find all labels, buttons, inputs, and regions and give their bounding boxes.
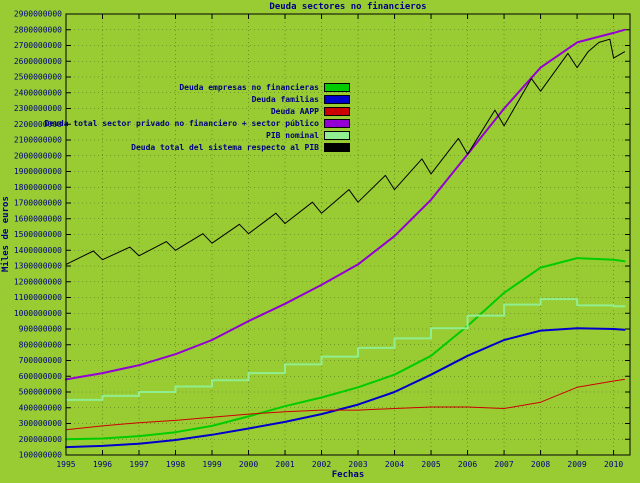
svg-text:2300000000: 2300000000 [14,104,62,113]
legend-label: Deuda familias [251,94,319,104]
legend-item-total-privado: Deuda total sector privado no financiero… [38,117,350,129]
legend-label: Deuda total sector privado no financiero… [44,118,319,128]
legend-swatch-blue [324,94,350,104]
svg-text:2006: 2006 [458,460,477,469]
legend-swatch-purple [324,118,350,128]
legend-swatch-lightgreen [324,130,350,140]
svg-text:2100000000: 2100000000 [14,136,62,145]
svg-text:2009: 2009 [567,460,586,469]
svg-text:1997: 1997 [129,460,148,469]
svg-text:1500000000: 1500000000 [14,230,62,239]
svg-text:2002: 2002 [312,460,331,469]
legend-label: PIB nominal [266,130,319,140]
svg-text:1998: 1998 [166,460,185,469]
svg-text:2010: 2010 [604,460,623,469]
svg-text:1700000000: 1700000000 [14,199,62,208]
svg-text:2008: 2008 [531,460,550,469]
svg-text:1600000000: 1600000000 [14,214,62,223]
svg-text:1400000000: 1400000000 [14,246,62,255]
svg-text:700000000: 700000000 [19,356,63,365]
legend-item-aapp: Deuda AAPP [38,105,350,117]
svg-text:2800000000: 2800000000 [14,25,62,34]
svg-text:1300000000: 1300000000 [14,262,62,271]
svg-text:2003: 2003 [348,460,367,469]
svg-text:2000: 2000 [239,460,258,469]
svg-text:2900000000: 2900000000 [14,10,62,19]
svg-text:600000000: 600000000 [19,372,63,381]
legend-item-respecto-pib: Deuda total del sistema respecto al PIB [38,141,350,153]
legend-swatch-black [324,142,350,152]
legend-item-pib: PIB nominal [38,129,350,141]
svg-text:2001: 2001 [275,460,294,469]
legend-item-familias: Deuda familias [38,93,350,105]
svg-text:1999: 1999 [202,460,221,469]
legend-swatch-red [324,106,350,116]
svg-text:2007: 2007 [494,460,513,469]
svg-text:1900000000: 1900000000 [14,167,62,176]
svg-text:1200000000: 1200000000 [14,277,62,286]
svg-text:1995: 1995 [56,460,75,469]
svg-text:1800000000: 1800000000 [14,183,62,192]
svg-text:2700000000: 2700000000 [14,41,62,50]
svg-text:2500000000: 2500000000 [14,73,62,82]
legend: Deuda empresas no financieras Deuda fami… [38,81,350,153]
svg-text:2200000000: 2200000000 [14,120,62,129]
svg-text:1996: 1996 [93,460,112,469]
legend-label: Deuda AAPP [270,106,319,116]
svg-text:800000000: 800000000 [19,340,63,349]
y-axis-label: Miles de euros [1,196,11,273]
svg-text:1100000000: 1100000000 [14,293,62,302]
svg-text:2005: 2005 [421,460,440,469]
legend-label: Deuda empresas no financieras [179,82,319,92]
svg-text:2400000000: 2400000000 [14,88,62,97]
svg-text:100000000: 100000000 [19,451,63,460]
svg-text:400000000: 400000000 [19,403,63,412]
svg-text:200000000: 200000000 [19,435,63,444]
svg-text:500000000: 500000000 [19,388,63,397]
legend-swatch-green [324,82,350,92]
svg-text:900000000: 900000000 [19,325,63,334]
svg-text:300000000: 300000000 [19,419,63,428]
svg-text:2600000000: 2600000000 [14,57,62,66]
chart-title: Deuda sectores no financieros [269,2,427,12]
svg-text:2004: 2004 [385,460,404,469]
x-axis-label: Fechas [331,470,365,480]
legend-item-empresas: Deuda empresas no financieras [38,81,350,93]
svg-text:2000000000: 2000000000 [14,151,62,160]
legend-label: Deuda total del sistema respecto al PIB [131,142,319,152]
svg-text:1000000000: 1000000000 [14,309,62,318]
